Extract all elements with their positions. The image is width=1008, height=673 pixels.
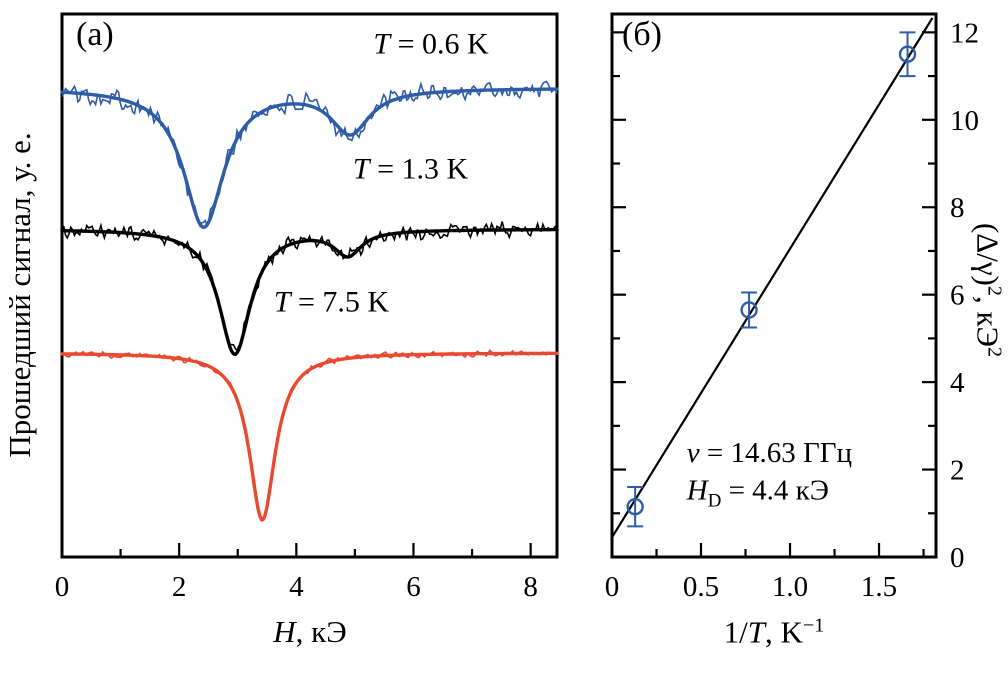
- fit-line: [611, 17, 934, 538]
- panel-a-xtick-label: 6: [406, 571, 421, 603]
- panel-a-xaxis-title: H, кЭ: [273, 613, 347, 649]
- panel-b-ytick-label: 2: [950, 455, 965, 487]
- yaxis-units-exponent: 2: [983, 346, 1006, 358]
- data-point-2: [898, 45, 917, 63]
- annotation-variable: ν: [686, 437, 700, 470]
- panel-a-xtick-label: 2: [172, 571, 187, 603]
- panel-b-ytick-label: 0: [950, 542, 965, 574]
- annotation-value: = 4.4 кЭ: [721, 474, 829, 507]
- data-point-0: [626, 498, 644, 516]
- yaxis-exponent: 2: [983, 285, 1006, 296]
- panel-a-xtick-label: 0: [55, 571, 70, 603]
- xaxis-units: , кЭ: [295, 613, 347, 649]
- panel-b-ytick-label: 6: [950, 280, 965, 312]
- xaxis-exponent: −1: [802, 614, 825, 637]
- xaxis-variable: H: [273, 613, 296, 649]
- xaxis-units: , K: [765, 614, 803, 650]
- curve-data-1: [62, 220, 558, 353]
- xaxis-variable: T: [747, 614, 766, 650]
- annotation-subscript: D: [707, 490, 722, 512]
- panel-b-ytick-label: 8: [950, 192, 965, 224]
- curve-label-variable: T: [273, 285, 291, 319]
- data-point-1: [740, 301, 758, 319]
- panel-b-label: (б): [622, 16, 662, 53]
- panel-b-xtick-label: 1.5: [861, 571, 897, 603]
- panel-b-xtick-label: 0.5: [683, 571, 719, 603]
- curve-fit-2: [60, 351, 559, 522]
- panel-a-frame: [60, 12, 559, 559]
- curve-label-value: = 7.5 K: [290, 285, 390, 319]
- panel-b-xtick-label: 1.0: [772, 571, 808, 603]
- annotation-frequency: ν = 14.63 ГГц: [686, 437, 853, 470]
- curve-label-value: = 0.6 K: [390, 27, 489, 61]
- yaxis-base: (Δ/γ): [970, 222, 1006, 286]
- panel-b-ytick-label: 4: [950, 367, 965, 399]
- curve-fit-0: [60, 87, 559, 230]
- annotation-value: = 14.63 ГГц: [699, 437, 853, 470]
- panel-b-yaxis-title: (Δ/γ)2, кЭ2: [970, 223, 1005, 357]
- curve-label-variable: T: [373, 27, 391, 61]
- curve-label-t7p5: T = 7.5 K: [274, 285, 389, 318]
- panel-a-xtick-label: 8: [523, 571, 538, 603]
- panel-b-xaxis-title: 1/T, K−1: [724, 614, 825, 649]
- curve-data-2: [61, 349, 558, 522]
- annotation-variable: H: [686, 474, 708, 507]
- yaxis-units: , кЭ: [970, 295, 1006, 347]
- panel-a-yaxis-title: Прошедший сигнал, у. е.: [1, 132, 37, 458]
- panel-a-xtick-label: 4: [289, 571, 304, 603]
- panel-b-ytick-label: 10: [950, 105, 979, 137]
- panel-b-ytick-label: 12: [950, 17, 979, 49]
- panel-b-frame: [610, 12, 938, 559]
- curve-fit-1: [60, 227, 559, 357]
- curve-label-t1p3: T = 1.3 K: [353, 152, 468, 185]
- panel-b-xtick-label: 0: [605, 571, 620, 603]
- curve-label-variable: T: [352, 152, 370, 186]
- annotation-dipole-field: HD = 4.4 кЭ: [686, 474, 829, 512]
- curve-label-value: = 1.3 K: [369, 152, 469, 186]
- curve-label-t0p6: T = 0.6 K: [373, 27, 488, 60]
- panel-a-label: (a): [76, 16, 114, 53]
- xaxis-prefix: 1/: [723, 614, 748, 650]
